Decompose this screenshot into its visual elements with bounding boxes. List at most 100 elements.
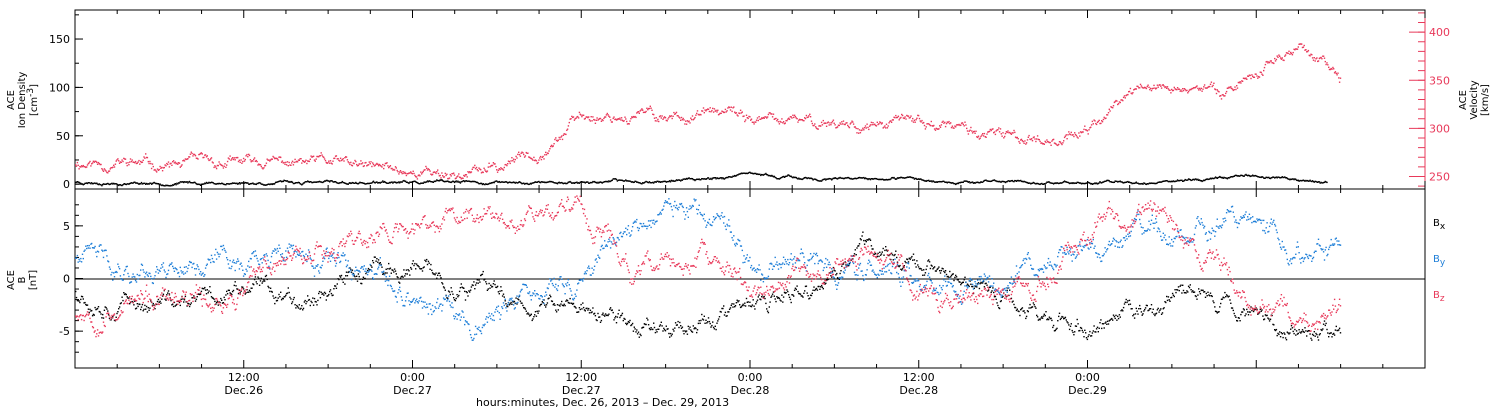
- density-point: [334, 181, 336, 183]
- bx-point: [786, 289, 788, 291]
- density-point: [859, 177, 862, 179]
- bx-point: [270, 290, 273, 293]
- velocity-point: [1078, 132, 1080, 134]
- bx-point: [1260, 310, 1262, 312]
- velocity-point: [958, 123, 960, 126]
- velocity-point: [94, 160, 96, 162]
- velocity-point: [420, 173, 423, 175]
- by-point: [290, 244, 292, 246]
- bx-point: [892, 259, 894, 261]
- velocity-point: [426, 167, 428, 169]
- velocity-point: [1198, 89, 1200, 91]
- bx-point: [423, 266, 425, 268]
- density-point: [685, 177, 688, 180]
- density-point: [392, 182, 394, 184]
- bx-point: [681, 326, 684, 328]
- density-point: [713, 177, 716, 179]
- velocity-point: [698, 114, 700, 116]
- density-point: [550, 181, 552, 183]
- density-point: [920, 178, 922, 180]
- velocity-point: [871, 124, 873, 126]
- velocity-point: [796, 118, 798, 120]
- bx-point: [567, 301, 570, 304]
- density-point: [190, 182, 192, 184]
- density-point: [932, 180, 934, 182]
- density-point: [745, 172, 748, 174]
- by-point: [136, 273, 138, 276]
- bx-point: [1188, 286, 1191, 289]
- velocity-point: [501, 168, 503, 170]
- density-point: [466, 180, 468, 182]
- density-point: [739, 173, 741, 175]
- density-point: [388, 182, 390, 184]
- by-point: [201, 273, 203, 275]
- velocity-point: [950, 126, 953, 129]
- velocity-point: [451, 173, 453, 175]
- bx-point: [542, 302, 544, 304]
- density-point: [1005, 181, 1008, 183]
- density-point: [561, 182, 564, 184]
- velocity-point: [539, 155, 542, 158]
- density-point: [1230, 176, 1233, 178]
- bx-point: [868, 238, 870, 240]
- velocity-point: [638, 112, 640, 114]
- by-point: [232, 259, 235, 261]
- density-point: [609, 180, 612, 182]
- bx-point: [434, 274, 436, 276]
- bx-point: [1320, 328, 1322, 331]
- velocity-point: [1020, 139, 1022, 141]
- bx-point: [1031, 306, 1034, 308]
- velocity-point: [485, 170, 487, 172]
- bx-point: [734, 306, 736, 308]
- density-point: [636, 181, 639, 183]
- density-point: [1020, 179, 1022, 182]
- bx-point: [127, 297, 129, 299]
- bx-point: [1022, 310, 1024, 312]
- density-point: [243, 182, 246, 184]
- density-point: [170, 184, 172, 187]
- velocity-point: [474, 164, 476, 167]
- density-point: [1202, 180, 1204, 182]
- bx-point: [744, 305, 747, 307]
- density-point: [1259, 176, 1261, 178]
- density-point: [1197, 178, 1199, 180]
- velocity-point: [1324, 60, 1326, 63]
- velocity-point: [1205, 87, 1207, 89]
- density-point: [109, 183, 111, 185]
- bx-point: [804, 290, 806, 292]
- density-point: [905, 177, 907, 179]
- velocity-point: [797, 121, 799, 123]
- density-point: [137, 182, 139, 185]
- density-point: [762, 174, 765, 176]
- velocity-point: [520, 152, 522, 154]
- bx-point: [706, 322, 708, 324]
- bx-point: [238, 289, 241, 291]
- bx-point: [124, 293, 127, 295]
- velocity-point: [892, 119, 894, 121]
- density-point: [416, 182, 419, 184]
- density-point: [133, 181, 135, 184]
- bx-point: [303, 301, 306, 303]
- velocity-point: [704, 109, 706, 111]
- by-point: [118, 268, 121, 270]
- by-point: [194, 274, 197, 276]
- velocity-point: [944, 125, 947, 128]
- velocity-point: [369, 163, 371, 165]
- bx-point: [199, 293, 202, 295]
- bx-point: [817, 285, 819, 288]
- bx-point: [339, 275, 341, 277]
- velocity-point: [1144, 87, 1147, 89]
- density-point: [1277, 176, 1279, 178]
- bx-point: [442, 283, 444, 285]
- bx-point: [951, 273, 954, 276]
- velocity-point: [867, 126, 869, 129]
- density-point: [778, 178, 781, 180]
- density-point: [818, 180, 820, 182]
- density-point: [1004, 181, 1007, 184]
- velocity-point: [219, 163, 221, 165]
- density-point: [1065, 181, 1067, 183]
- velocity-point: [205, 156, 208, 158]
- density-point: [1239, 175, 1241, 177]
- density-point: [718, 177, 721, 180]
- velocity-point: [1033, 136, 1035, 138]
